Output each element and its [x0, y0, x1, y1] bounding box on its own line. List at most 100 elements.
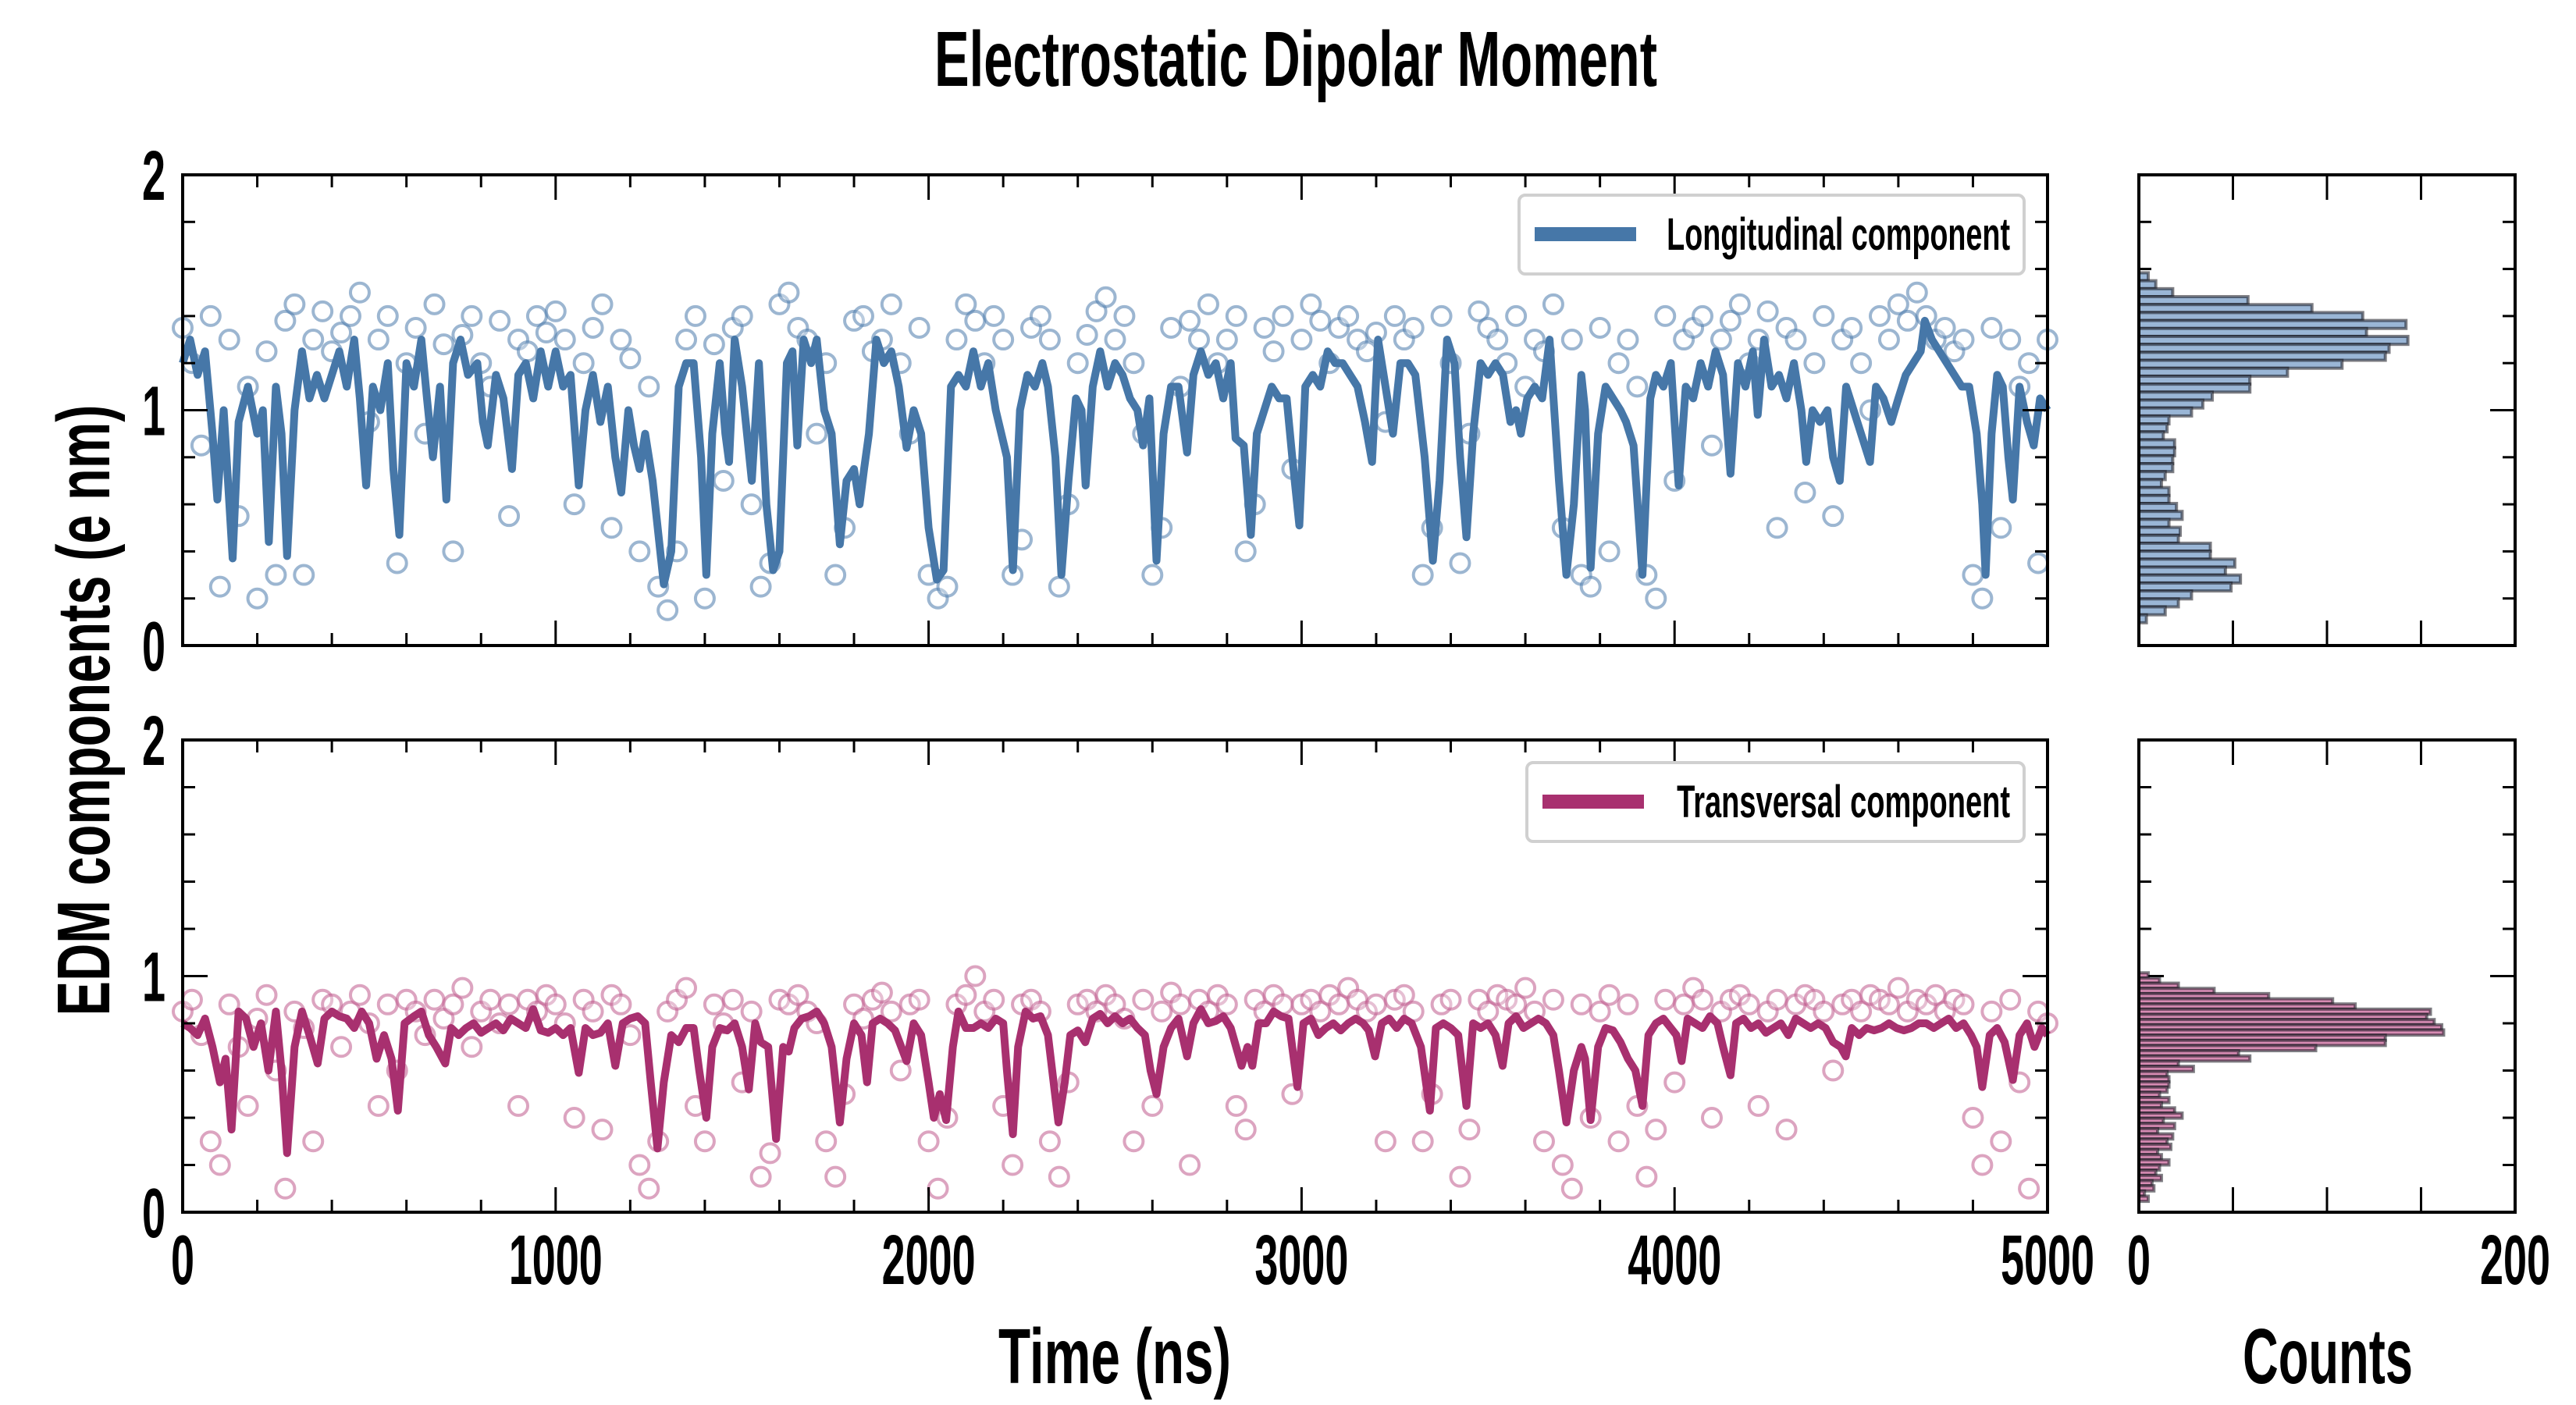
scatter-point	[1439, 988, 1462, 1011]
scatter-point	[1225, 1094, 1247, 1117]
scatter-point	[945, 329, 968, 351]
scatter-point	[1607, 352, 1630, 375]
scatter-point	[553, 329, 576, 351]
scatter-point	[880, 1000, 902, 1023]
scatter-point	[1887, 293, 1909, 315]
scatter-point	[190, 434, 212, 457]
x-tick-label: 5000	[2001, 1221, 2094, 1300]
scatter-point	[806, 422, 828, 445]
scatter-point	[693, 1130, 716, 1153]
legend-box	[1525, 761, 2026, 843]
scatter-point	[1309, 1000, 1332, 1023]
scatter-point	[1309, 309, 1332, 332]
scatter-point	[1374, 1130, 1397, 1153]
scatter-point	[1700, 434, 1723, 457]
scatter-point	[1393, 984, 1415, 1006]
scatter-point	[731, 304, 753, 327]
scatter-point	[1803, 352, 1826, 375]
scatter-point	[199, 304, 222, 327]
hist-x-tick-label: 200	[2480, 1221, 2550, 1300]
scatter-point	[1868, 304, 1891, 327]
scatter-point	[199, 1130, 222, 1153]
scatter-point	[246, 587, 269, 610]
scatter-point	[386, 552, 408, 574]
scatter-point	[908, 988, 930, 1011]
scatter-point	[610, 329, 632, 351]
scatter-point	[1141, 564, 1164, 586]
scatter-point	[749, 1165, 772, 1188]
scatter-point	[1635, 1165, 1658, 1188]
chart-title: Electrostatic Dipolar Moment	[934, 16, 1657, 104]
scatter-point	[423, 988, 446, 1011]
scatter-point	[302, 1130, 325, 1153]
x-tick-label: 0	[171, 1221, 194, 1300]
scatter-point	[591, 1119, 614, 1141]
scatter-point	[563, 1107, 585, 1129]
scatter-point	[1141, 1094, 1164, 1117]
scatter-point	[1841, 316, 1863, 339]
scatter-point	[1692, 304, 1714, 327]
scatter-point	[1197, 293, 1219, 315]
histogram	[2137, 173, 2517, 647]
scatter-point	[852, 1007, 874, 1030]
scatter-point	[1123, 352, 1145, 375]
scatter-point	[1877, 993, 1900, 1016]
legend-label: Longitudinal component	[1667, 210, 2010, 260]
scatter-point	[1486, 329, 1509, 351]
scatter-point	[348, 281, 371, 304]
scatter-point	[1794, 482, 1816, 504]
scatter-series	[172, 281, 2058, 621]
scatter-point	[1654, 988, 1677, 1011]
panel-longitudinal: 0 1 2 Longitudinal component	[142, 137, 2517, 685]
scatter-point	[1234, 1119, 1257, 1141]
scatter-point	[1607, 1130, 1630, 1153]
scatter-point	[889, 1059, 912, 1082]
scatter-point	[1971, 1154, 1994, 1176]
scatter-point	[1700, 1107, 1723, 1129]
scatter-point	[1775, 1119, 1798, 1141]
scatter-point	[1411, 1130, 1434, 1153]
scatter-point	[1038, 329, 1061, 351]
scatter-point	[721, 988, 744, 1011]
scatter-point	[1813, 304, 1835, 327]
scatter-point	[255, 984, 278, 1006]
scatter-point	[740, 1000, 763, 1023]
scatter-point	[376, 304, 399, 327]
y-axis-label-group: EDM components (e nm)	[41, 405, 126, 1016]
scatter-point	[544, 300, 567, 322]
scatter-point	[451, 976, 474, 999]
scatter-point	[1962, 564, 1984, 586]
scatter-point	[1579, 575, 1602, 598]
scatter-point	[237, 1094, 259, 1117]
scatter-point	[489, 309, 511, 332]
scatter-point	[638, 375, 660, 398]
scatter-point	[311, 300, 334, 322]
scatter-point	[572, 352, 595, 375]
panel-transversal: 0 1 2 Transversal component	[142, 702, 2517, 1252]
scatter-point	[759, 1142, 781, 1165]
scatter-point	[535, 322, 557, 344]
scatter-point	[330, 1036, 353, 1058]
scatter-point	[824, 564, 847, 586]
scatter-point	[1002, 1154, 1024, 1176]
scatter-point	[2027, 552, 2050, 574]
y-tick-label: 2	[142, 702, 165, 781]
scatter-point	[1449, 552, 1471, 574]
scatter-point	[955, 984, 977, 1006]
scatter-point	[442, 993, 464, 1016]
scatter-point	[1766, 988, 1788, 1011]
scatter-point	[1532, 1130, 1555, 1153]
y-axis-label: EDM components (e nm)	[41, 405, 126, 1016]
scatter-point	[498, 505, 521, 528]
scatter-point	[507, 1094, 530, 1117]
scatter-point	[852, 304, 874, 327]
scatter-point	[1980, 316, 2003, 339]
scatter-point	[1663, 1071, 1686, 1094]
scatter-point	[1934, 316, 1956, 339]
scatter-point	[1850, 1000, 1873, 1023]
scatter-point	[1952, 993, 1975, 1016]
scatter-point	[367, 1094, 390, 1117]
scatter-point	[1654, 304, 1677, 327]
legend: Longitudinal component	[1517, 194, 2026, 276]
scatter-point	[274, 309, 297, 332]
